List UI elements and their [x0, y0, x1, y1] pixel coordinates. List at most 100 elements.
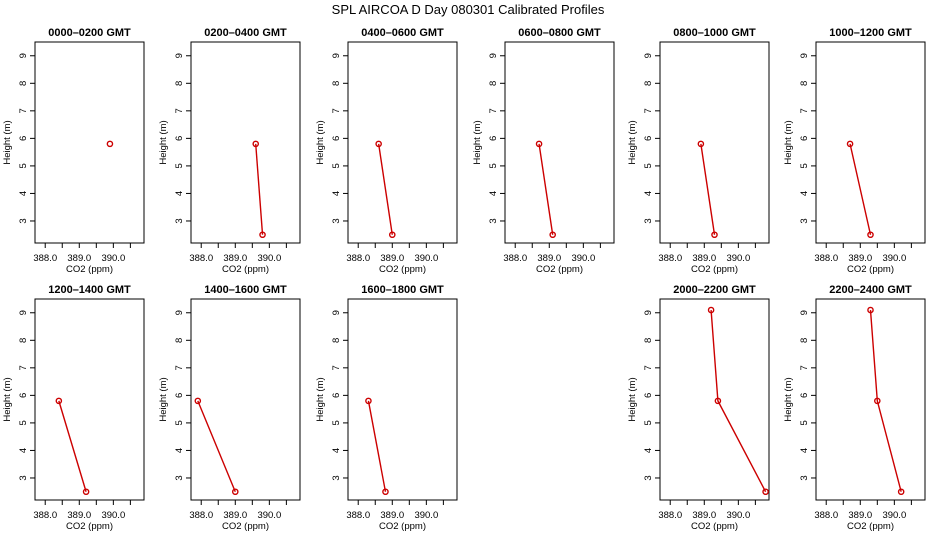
- plot-frame: [659, 298, 770, 501]
- panel-title: 0200–0400 GMT: [204, 27, 287, 39]
- y-tick-label: 7: [643, 365, 654, 370]
- data-point: [365, 397, 372, 405]
- x-tick-label: 390.0: [414, 510, 438, 521]
- y-tick-label: 9: [643, 53, 654, 58]
- data-point: [382, 488, 389, 496]
- x-tick-label: 389.0: [67, 253, 91, 264]
- x-tick-label: 388.0: [658, 253, 682, 264]
- y-axis-label: Height (m): [2, 120, 13, 164]
- data-point: [252, 140, 260, 148]
- y-tick-label: 8: [331, 338, 342, 343]
- profile-line: [255, 143, 264, 235]
- data-point: [82, 488, 90, 496]
- x-tick-label: 390.0: [101, 510, 125, 521]
- profile-line: [710, 309, 767, 493]
- x-tick-label: 390.0: [257, 510, 281, 521]
- y-tick-label: 7: [174, 365, 185, 370]
- y-tick-label: 7: [18, 365, 29, 370]
- y-tick-label: 9: [331, 310, 342, 315]
- y-tick-label: 8: [799, 81, 810, 86]
- y-tick-label: 9: [18, 53, 29, 58]
- y-tick-label: 9: [331, 53, 342, 58]
- panel-title: 0800–1000 GMT: [673, 27, 756, 39]
- data-point: [707, 306, 715, 314]
- profile-line: [377, 143, 393, 235]
- y-tick-label: 7: [18, 108, 29, 113]
- plot-frame: [190, 41, 301, 244]
- y-tick-label: 3: [174, 218, 185, 223]
- panel-title: 0400–0600 GMT: [361, 27, 444, 39]
- y-tick-label: 4: [174, 191, 185, 196]
- y-tick-label: 6: [799, 393, 810, 398]
- y-tick-label: 6: [174, 136, 185, 141]
- y-tick-label: 9: [799, 53, 810, 58]
- y-axis-label: Height (m): [158, 120, 169, 164]
- data-point: [711, 231, 718, 239]
- plot-frame: [659, 41, 770, 244]
- y-tick-label: 4: [18, 191, 29, 196]
- panel-title: 1000–1200 GMT: [829, 27, 912, 39]
- x-tick-label: 388.0: [189, 510, 213, 521]
- y-axis-label: Height (m): [627, 377, 638, 421]
- y-axis-label: Height (m): [627, 120, 638, 164]
- panel-title: 2000–2200 GMT: [673, 284, 756, 296]
- y-tick-label: 8: [488, 81, 499, 86]
- figure-title: SPL AIRCOA D Day 080301 Calibrated Profi…: [332, 2, 605, 17]
- y-axis-label: Height (m): [315, 120, 326, 164]
- profile-line: [849, 143, 872, 235]
- y-tick-label: 6: [799, 136, 810, 141]
- y-axis-label: Height (m): [472, 120, 483, 164]
- y-tick-label: 9: [174, 310, 185, 315]
- y-tick-label: 7: [331, 108, 342, 113]
- x-tick-label: 388.0: [33, 510, 57, 521]
- data-point: [259, 231, 266, 239]
- panel-title: 0600–0800 GMT: [518, 27, 601, 39]
- x-tick-label: 390.0: [571, 253, 595, 264]
- x-axis-label: CO2 (ppm): [847, 264, 894, 275]
- y-tick-label: 6: [488, 136, 499, 141]
- y-tick-label: 9: [799, 310, 810, 315]
- panel-title: 0000–0200 GMT: [48, 27, 131, 39]
- y-axis-label: Height (m): [2, 377, 13, 421]
- y-tick-label: 9: [488, 53, 499, 58]
- y-tick-label: 6: [331, 136, 342, 141]
- y-tick-label: 3: [18, 218, 29, 223]
- x-tick-label: 390.0: [726, 253, 750, 264]
- y-tick-label: 6: [643, 393, 654, 398]
- x-tick-label: 389.0: [223, 253, 247, 264]
- y-tick-label: 4: [643, 448, 654, 453]
- y-axis-label: Height (m): [315, 377, 326, 421]
- y-tick-label: 9: [174, 53, 185, 58]
- x-axis-label: CO2 (ppm): [691, 264, 738, 275]
- x-tick-label: 390.0: [257, 253, 281, 264]
- plot-frame: [190, 298, 301, 501]
- x-tick-label: 388.0: [346, 253, 370, 264]
- data-point: [106, 140, 114, 148]
- x-tick-label: 390.0: [726, 510, 750, 521]
- y-tick-label: 8: [174, 81, 185, 86]
- y-tick-label: 4: [331, 191, 342, 196]
- x-tick-label: 388.0: [346, 510, 370, 521]
- x-tick-label: 390.0: [882, 510, 906, 521]
- y-tick-label: 9: [18, 310, 29, 315]
- y-tick-label: 8: [799, 338, 810, 343]
- y-tick-label: 4: [643, 191, 654, 196]
- x-tick-label: 388.0: [33, 253, 57, 264]
- x-tick-label: 389.0: [692, 253, 716, 264]
- y-tick-label: 3: [799, 475, 810, 480]
- y-tick-label: 7: [174, 108, 185, 113]
- plot-frame: [815, 298, 926, 501]
- y-tick-label: 7: [799, 365, 810, 370]
- x-tick-label: 388.0: [503, 253, 527, 264]
- y-tick-label: 8: [18, 338, 29, 343]
- x-tick-label: 389.0: [848, 510, 872, 521]
- data-point: [762, 488, 769, 496]
- y-tick-label: 8: [643, 81, 654, 86]
